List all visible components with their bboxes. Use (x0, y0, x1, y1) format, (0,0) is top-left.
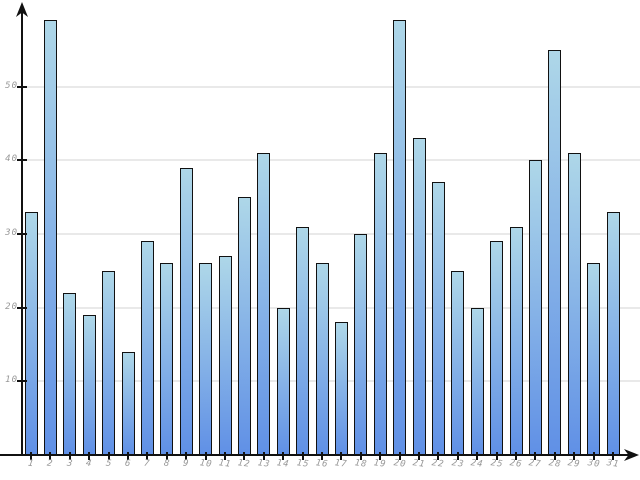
bar (470, 307, 484, 455)
y-tick-label: 20 (5, 301, 18, 312)
x-axis-tick (476, 452, 479, 460)
bar (218, 256, 232, 455)
x-axis-tick (88, 452, 91, 460)
y-tick-label: 30 (5, 227, 18, 238)
y-tick-label: 10 (5, 375, 18, 386)
bar (140, 241, 154, 455)
x-axis-tick (340, 452, 343, 460)
bar (334, 322, 348, 455)
bar (82, 314, 96, 455)
x-axis-tick (185, 452, 188, 460)
y-axis-tick (17, 380, 27, 383)
bar (199, 263, 213, 455)
x-axis-tick (437, 452, 440, 460)
x-axis-tick (379, 452, 382, 460)
gridline (22, 306, 640, 309)
x-axis-line (0, 454, 630, 456)
bar (315, 263, 329, 455)
y-axis-tick (17, 159, 27, 162)
bar (276, 307, 290, 455)
bar (43, 20, 57, 455)
bar (509, 226, 523, 455)
x-tick-label: 31 (606, 458, 621, 470)
x-axis-tick (243, 452, 246, 460)
bar (587, 263, 601, 455)
x-axis-tick (107, 452, 110, 460)
y-axis-arrowhead-icon (15, 2, 29, 18)
y-axis-tick (17, 85, 27, 88)
y-axis-tick (17, 232, 27, 235)
bar (606, 211, 620, 455)
x-axis-tick (573, 452, 576, 460)
x-axis-tick (418, 452, 420, 460)
bar (257, 152, 271, 455)
x-axis-tick (282, 452, 285, 460)
x-axis-tick (49, 452, 52, 460)
x-axis-tick (495, 452, 498, 460)
bar (121, 351, 135, 455)
x-axis-tick (301, 452, 304, 460)
bar (102, 270, 116, 455)
x-axis-tick (612, 452, 614, 460)
bar (63, 292, 77, 455)
x-axis-tick (515, 452, 517, 460)
x-axis-tick (321, 452, 323, 460)
bar (354, 233, 368, 455)
x-axis-arrowhead-icon (623, 448, 639, 462)
bar (431, 182, 445, 455)
y-axis-tick (17, 306, 27, 309)
x-axis-tick (204, 452, 207, 460)
x-axis-tick (30, 452, 32, 460)
gridline (22, 232, 640, 235)
x-axis-tick (165, 452, 168, 460)
x-axis-tick (146, 452, 149, 460)
bar (490, 241, 504, 455)
gridline (22, 159, 640, 162)
bar (179, 167, 193, 455)
x-axis-tick (68, 452, 71, 460)
bar (160, 263, 174, 455)
gridline (22, 85, 640, 88)
bar (548, 49, 562, 455)
x-axis-tick (592, 452, 595, 460)
gridline (22, 380, 640, 383)
x-axis-tick (456, 452, 459, 460)
x-axis-tick (553, 452, 556, 460)
x-axis-tick (398, 452, 401, 460)
bar (373, 152, 387, 455)
x-axis-tick (127, 452, 129, 460)
y-tick-label: 40 (5, 154, 18, 165)
bar (393, 20, 407, 455)
x-axis-tick (262, 452, 265, 460)
x-axis-tick (534, 452, 537, 460)
bar (412, 138, 426, 455)
x-axis-tick (359, 452, 362, 460)
bar (528, 160, 542, 455)
bar (24, 211, 38, 455)
bar (451, 270, 465, 455)
x-axis-tick (224, 452, 226, 460)
bar (237, 197, 251, 455)
bar (296, 226, 310, 455)
bar (567, 152, 581, 455)
y-tick-label: 50 (5, 80, 18, 91)
